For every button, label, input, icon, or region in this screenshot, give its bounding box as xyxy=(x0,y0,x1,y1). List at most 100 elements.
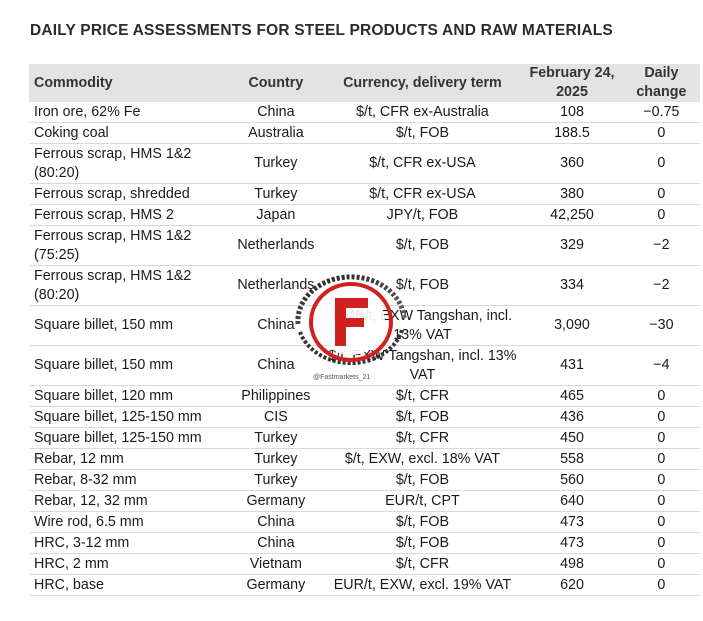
cell-term: RMB/t, EXW Tangshan, incl. 13% VAT xyxy=(323,305,522,346)
cell-term: $/t, CFR xyxy=(323,553,522,575)
header-date: February 24, 2025 xyxy=(529,65,615,100)
cell-commodity: HRC, 3-12 mm xyxy=(29,532,229,554)
table-row: Rebar, 8-32 mm Turkey $/t, FOB 560 0 xyxy=(29,469,700,491)
table-row: Rebar, 12, 32 mm Germany EUR/t, CPT 640 0 xyxy=(29,490,700,512)
table-row: Coking coal Australia $/t, FOB 188.5 0 xyxy=(29,122,700,144)
cell-term: $/t, CFR ex-Australia xyxy=(323,102,522,123)
cell-commodity: Coking coal xyxy=(29,122,229,144)
cell-change: −4 xyxy=(622,345,700,386)
cell-price: 473 xyxy=(521,532,623,554)
cell-price: 450 xyxy=(521,427,623,449)
cell-change: 0 xyxy=(622,532,700,554)
cell-commodity: Square billet, 125-150 mm xyxy=(29,406,229,428)
table-row: Rebar, 12 mm Turkey $/t, EXW, excl. 18% VA… xyxy=(29,448,700,470)
cell-change: 0 xyxy=(622,406,700,428)
cell-commodity: Ferrous scrap, HMS 2 xyxy=(29,204,229,226)
table-row: Square billet, 125-150 mm CIS $/t, FOB 436 0 xyxy=(29,406,700,428)
cell-price: 42,250 xyxy=(521,204,623,226)
cell-country: Vietnam xyxy=(228,553,324,575)
cell-change: −2 xyxy=(622,225,700,266)
cell-country: China xyxy=(228,511,324,533)
page-title: DAILY PRICE ASSESSMENTS FOR STEEL PRODUC… xyxy=(30,22,613,39)
cell-price: 465 xyxy=(521,385,623,407)
cell-change: 0 xyxy=(622,427,700,449)
cell-commodity: Square billet, 150 mm xyxy=(29,305,229,346)
cell-country: Turkey xyxy=(228,427,324,449)
table-body: Iron ore, 62% Fe China $/t, CFR ex-Austral… xyxy=(29,102,700,596)
cell-country: Japan xyxy=(228,204,324,226)
cell-price: 498 xyxy=(521,553,623,575)
cell-change: 0 xyxy=(622,183,700,205)
cell-change: 0 xyxy=(622,574,700,596)
cell-country: Turkey xyxy=(228,448,324,470)
cell-term: $/t, CFR ex-USA xyxy=(323,183,522,205)
cell-country: China xyxy=(228,305,324,346)
table-row: Square billet, 150 mm China RMB/t, EXW Tan… xyxy=(29,305,700,346)
cell-price: 640 xyxy=(521,490,623,512)
cell-change: 0 xyxy=(622,553,700,575)
table-row: Ferrous scrap, HMS 1&2 (75:25) Netherland… xyxy=(29,225,700,266)
cell-country: Turkey xyxy=(228,469,324,491)
header-commodity: Commodity xyxy=(34,74,113,91)
cell-price: 360 xyxy=(521,143,623,184)
header-change: Daily change xyxy=(636,65,687,100)
table-row: HRC, 3-12 mm China $/t, FOB 473 0 xyxy=(29,532,700,554)
table-row: Ferrous scrap, HMS 1&2 (80:20) Netherland… xyxy=(29,265,700,306)
table-row: Ferrous scrap, HMS 1&2 (80:20) Turkey $/t,… xyxy=(29,143,700,184)
cell-price: 108 xyxy=(521,102,623,123)
cell-commodity: HRC, base xyxy=(29,574,229,596)
cell-country: Turkey xyxy=(228,183,324,205)
cell-term: $/t, FOB xyxy=(323,406,522,428)
cell-term: $/t, CFR xyxy=(323,427,522,449)
table-row: Square billet, 120 mm Philippines $/t, CFR… xyxy=(29,385,700,407)
cell-term: $/t, CFR xyxy=(323,385,522,407)
cell-commodity: HRC, 2 mm xyxy=(29,553,229,575)
table-row: Wire rod, 6.5 mm China $/t, FOB 473 0 xyxy=(29,511,700,533)
table-row: Square billet, 125-150 mm Turkey $/t, CFR 4… xyxy=(29,427,700,449)
cell-commodity: Ferrous scrap, HMS 1&2 (80:20) xyxy=(29,143,229,184)
cell-commodity: Square billet, 125-150 mm xyxy=(29,427,229,449)
cell-price: 436 xyxy=(521,406,623,428)
cell-price: 560 xyxy=(521,469,623,491)
cell-change: 0 xyxy=(622,490,700,512)
cell-commodity: Ferrous scrap, shredded xyxy=(29,183,229,205)
table-row: HRC, base Germany EUR/t, EXW, excl. 19% VA… xyxy=(29,574,700,596)
cell-change: 0 xyxy=(622,385,700,407)
cell-country: China xyxy=(228,532,324,554)
cell-change: 0 xyxy=(622,204,700,226)
cell-country: Germany xyxy=(228,490,324,512)
cell-country: Philippines xyxy=(228,385,324,407)
cell-price: 329 xyxy=(521,225,623,266)
price-table: Commodity Country Currency, delivery ter… xyxy=(29,64,700,596)
cell-price: 620 xyxy=(521,574,623,596)
watermark-handle: @Fastmarkets_21 xyxy=(313,374,371,381)
cell-commodity: Square billet, 150 mm xyxy=(29,345,229,386)
cell-commodity: Square billet, 120 mm xyxy=(29,385,229,407)
table-row: HRC, 2 mm Vietnam $/t, CFR 498 0 xyxy=(29,553,700,575)
cell-commodity: Wire rod, 6.5 mm xyxy=(29,511,229,533)
cell-change: 0 xyxy=(622,122,700,144)
cell-price: 188.5 xyxy=(521,122,623,144)
cell-term: $/t, FOB xyxy=(323,469,522,491)
cell-price: 3,090 xyxy=(521,305,623,346)
cell-commodity: Ferrous scrap, HMS 1&2 (75:25) xyxy=(29,225,229,266)
cell-commodity: Rebar, 12, 32 mm xyxy=(29,490,229,512)
cell-term: $/t, FOB xyxy=(323,225,522,266)
cell-change: −30 xyxy=(622,305,700,346)
cell-country: Netherlands xyxy=(228,225,324,266)
cell-change: 0 xyxy=(622,448,700,470)
cell-term: $/t, FOB xyxy=(323,122,522,144)
cell-term: $/t, FOB xyxy=(323,511,522,533)
cell-change: −0.75 xyxy=(622,102,700,123)
header-term: Currency, delivery term xyxy=(343,74,502,91)
cell-price: 473 xyxy=(521,511,623,533)
cell-term: EUR/t, EXW, excl. 19% VAT xyxy=(323,574,522,596)
cell-price: 380 xyxy=(521,183,623,205)
cell-term: EUR/t, CPT xyxy=(323,490,522,512)
cell-term: $/t, CFR ex-USA xyxy=(323,143,522,184)
cell-price: 431 xyxy=(521,345,623,386)
cell-commodity: Iron ore, 62% Fe xyxy=(29,102,229,123)
cell-country: China xyxy=(228,102,324,123)
cell-commodity: Ferrous scrap, HMS 1&2 (80:20) xyxy=(29,265,229,306)
cell-commodity: Rebar, 8-32 mm xyxy=(29,469,229,491)
